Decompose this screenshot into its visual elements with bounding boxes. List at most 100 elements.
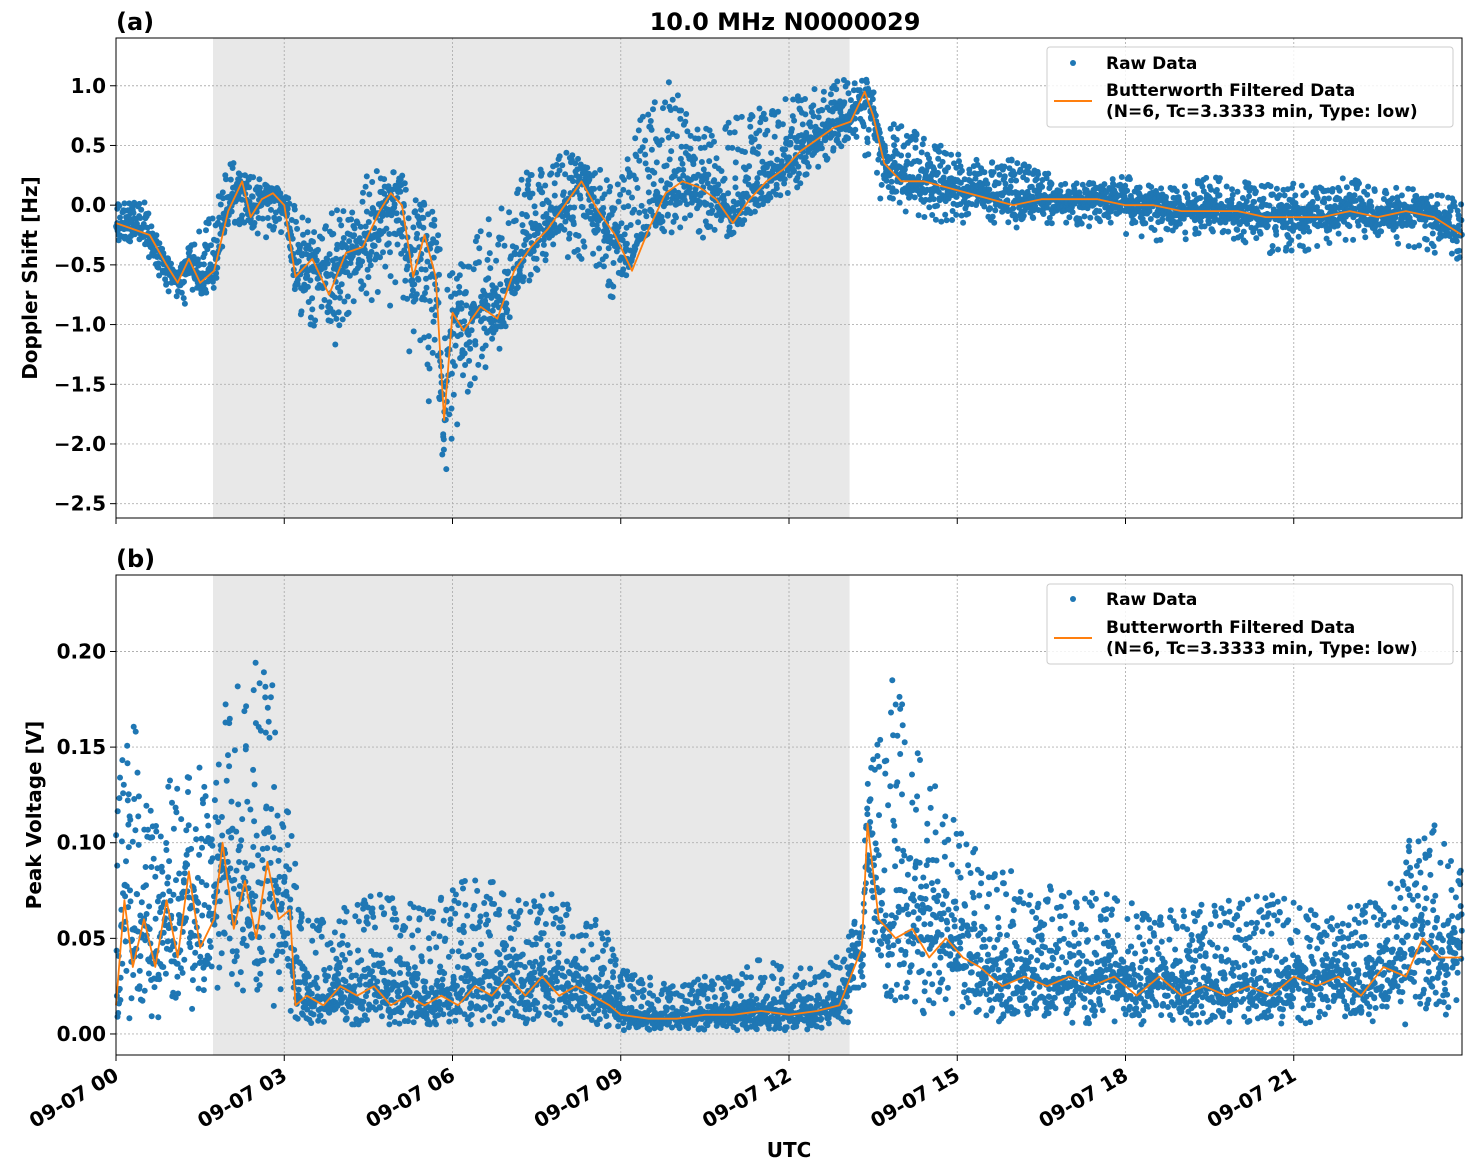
raw-data-point (409, 287, 416, 294)
raw-data-point (677, 115, 684, 122)
raw-data-point (518, 176, 525, 183)
raw-data-point (524, 213, 530, 220)
raw-data-point (627, 222, 634, 228)
raw-data-point (411, 247, 418, 254)
raw-data-point (442, 335, 448, 342)
raw-data-point (264, 215, 271, 221)
raw-data-point (578, 255, 585, 262)
raw-data-point (638, 202, 645, 209)
raw-data-point (145, 210, 152, 217)
raw-data-point (505, 268, 512, 275)
raw-data-point (231, 876, 238, 883)
raw-data-point (566, 235, 573, 242)
raw-data-point (251, 906, 258, 913)
raw-data-point (887, 125, 894, 132)
raw-data-point (1213, 187, 1220, 193)
raw-data-point (668, 148, 675, 155)
raw-data-point (1335, 230, 1342, 237)
raw-data-point (127, 887, 133, 894)
raw-data-point (412, 197, 419, 204)
raw-data-point (156, 976, 163, 983)
raw-data-point (919, 141, 926, 148)
raw-data-point (251, 220, 258, 226)
raw-data-point (1339, 175, 1346, 182)
raw-data-point (829, 118, 836, 125)
raw-data-point (966, 170, 973, 177)
raw-data-point (1013, 177, 1020, 184)
raw-data-point (460, 263, 467, 270)
y-tick-label: −2.0 (54, 432, 106, 456)
raw-data-point (264, 704, 271, 711)
raw-data-point (515, 186, 522, 193)
raw-data-point (457, 331, 464, 338)
raw-data-point (209, 842, 216, 849)
raw-data-point (1157, 236, 1164, 243)
raw-data-point (496, 345, 503, 352)
raw-data-point (466, 357, 473, 364)
raw-data-point (462, 289, 469, 295)
raw-data-point (648, 146, 655, 153)
raw-data-point (165, 783, 172, 790)
raw-data-point (153, 823, 159, 829)
raw-data-point (282, 941, 289, 948)
raw-data-point (373, 168, 380, 175)
raw-data-point (915, 212, 922, 219)
raw-data-point (1273, 185, 1280, 192)
raw-data-point (632, 245, 639, 252)
raw-data-point (1392, 214, 1399, 221)
raw-data-point (363, 290, 370, 297)
raw-data-point (790, 96, 797, 103)
raw-data-point (134, 891, 141, 898)
raw-data-point (1314, 195, 1321, 202)
raw-data-point (489, 307, 496, 314)
raw-data-point (1362, 234, 1369, 241)
raw-data-point (326, 965, 333, 971)
raw-data-point (228, 834, 235, 841)
raw-data-point (448, 405, 455, 412)
raw-data-point (405, 215, 412, 222)
raw-data-point (167, 897, 174, 904)
raw-data-point (764, 127, 771, 134)
raw-data-point (620, 186, 627, 193)
raw-data-point (709, 207, 716, 214)
raw-data-point (119, 757, 126, 764)
raw-data-point (890, 121, 897, 128)
raw-data-point (173, 293, 180, 300)
raw-data-point (368, 297, 375, 304)
raw-data-point (399, 172, 406, 179)
raw-data-point (675, 189, 682, 196)
raw-data-point (787, 139, 794, 146)
raw-data-point (464, 388, 471, 395)
raw-data-point (249, 898, 256, 905)
raw-data-point (874, 169, 880, 176)
raw-data-point (209, 215, 216, 222)
raw-data-point (492, 285, 499, 292)
raw-data-point (114, 862, 121, 869)
raw-data-point (231, 747, 238, 754)
raw-data-point (1013, 224, 1020, 231)
raw-data-point (237, 843, 244, 850)
raw-data-point (208, 963, 215, 970)
raw-data-point (404, 263, 411, 270)
raw-data-point (536, 237, 542, 244)
raw-data-point (905, 152, 912, 159)
raw-data-point (771, 133, 778, 140)
raw-data-point (489, 335, 496, 342)
raw-data-point (276, 215, 283, 222)
raw-data-point (1292, 192, 1299, 199)
raw-data-point (488, 294, 495, 301)
raw-data-point (217, 201, 224, 208)
raw-data-point (228, 798, 235, 805)
raw-data-point (695, 135, 702, 142)
raw-data-point (414, 230, 421, 237)
raw-data-point (681, 183, 688, 190)
raw-data-point (377, 217, 384, 224)
raw-data-point (931, 166, 937, 173)
raw-data-point (401, 180, 408, 187)
raw-data-point (466, 263, 473, 270)
raw-data-point (1182, 236, 1189, 243)
raw-data-point (304, 229, 311, 236)
raw-data-point (645, 189, 652, 196)
raw-data-point (202, 793, 209, 800)
raw-data-point (802, 154, 809, 161)
